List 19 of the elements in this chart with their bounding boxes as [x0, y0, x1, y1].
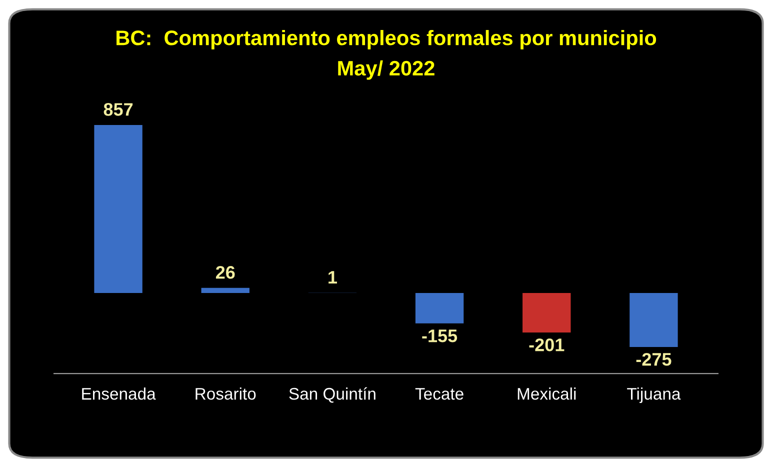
bar	[94, 124, 142, 294]
x-tick-label: San Quintín	[289, 387, 376, 403]
bar	[415, 293, 464, 324]
data-label: 1	[328, 271, 337, 284]
chart-subtitle: May/ 2022	[338, 60, 434, 80]
data-label: -201	[529, 338, 564, 352]
x-tick-label: Ensenada	[82, 387, 156, 400]
chart-title: BC: Comportamiento empleos formales por municipio	[116, 30, 656, 50]
bar	[522, 293, 571, 332]
data-label: -155	[422, 330, 458, 342]
data-label: 26	[216, 266, 235, 279]
x-tick-label: Tijuana	[627, 387, 681, 404]
x-tick-label: Mexicali	[518, 387, 576, 400]
x-tick-label: Rosarito	[196, 387, 256, 400]
data-label: -275	[636, 352, 672, 366]
x-tick-label: Tecate	[415, 388, 464, 400]
data-label: 857	[104, 103, 133, 116]
bar	[630, 293, 678, 347]
bar	[201, 288, 250, 294]
